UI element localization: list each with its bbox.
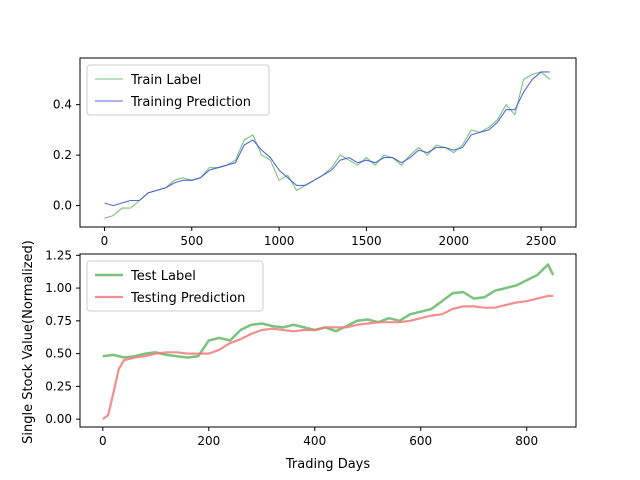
train-x-ticks: 0 500 1000 1500 2000 2500: [101, 227, 557, 248]
test-plot-frame: [79, 253, 577, 428]
test-series-line-1: [102, 263, 555, 359]
legend-box: [86, 260, 264, 312]
y-tick-label: 0.50: [45, 347, 72, 361]
y-tick-label: 1.25: [45, 248, 72, 262]
train-series-line-2: [104, 71, 550, 207]
x-tick-label: 800: [515, 434, 538, 448]
test-y-ticks: 0.00 0.25 0.50 0.75 1.00 1.25: [45, 248, 80, 426]
legend-box: [86, 64, 270, 116]
legend-label: Train Label: [130, 73, 201, 88]
x-axis-label: Trading Days: [285, 457, 370, 472]
train-series-lines: [104, 71, 551, 219]
x-tick-label: 500: [180, 234, 203, 248]
test-series-line-2: [102, 294, 554, 420]
x-tick-label: 1500: [351, 234, 382, 248]
x-tick-label: 600: [409, 434, 432, 448]
y-tick-label: 0.4: [53, 98, 72, 112]
x-tick-label: 1000: [264, 234, 295, 248]
y-tick-label: 0.75: [45, 314, 72, 328]
test-subplot: 0 200 400 600 800 0.00 0.25 0.50 0.75 1.00 1.25 T…: [45, 248, 577, 448]
test-series-lines: [102, 263, 555, 420]
x-tick-label: 400: [303, 434, 326, 448]
train-series-line-1: [104, 71, 551, 219]
y-tick-label: 1.00: [45, 281, 72, 295]
x-tick-label: 2500: [526, 234, 557, 248]
x-tick-label: 0: [99, 434, 107, 448]
train-legend: Train Label Training Prediction: [86, 64, 270, 116]
x-tick-label: 0: [101, 234, 109, 248]
y-tick-label: 0.00: [45, 412, 72, 426]
x-tick-label: 2000: [438, 234, 469, 248]
test-legend: Test Label Testing Prediction: [86, 260, 264, 312]
legend-label: Training Prediction: [130, 95, 251, 110]
y-tick-label: 0.2: [53, 148, 72, 162]
y-tick-label: 0.0: [53, 199, 72, 213]
test-x-ticks: 0 200 400 600 800: [99, 427, 538, 448]
legend-label: Test Label: [130, 269, 196, 284]
train-y-ticks: 0.0 0.2 0.4: [53, 98, 80, 213]
legend-label: Testing Prediction: [130, 291, 245, 306]
y-tick-label: 0.25: [45, 379, 72, 393]
y-axis-label: Single Stock Value(Normalized): [21, 240, 36, 444]
train-plot-frame: [79, 57, 577, 228]
x-tick-label: 200: [197, 434, 220, 448]
train-subplot: 0 500 1000 1500 2000 2500 0.0 0.2 0.4 Train Lab…: [53, 57, 577, 248]
